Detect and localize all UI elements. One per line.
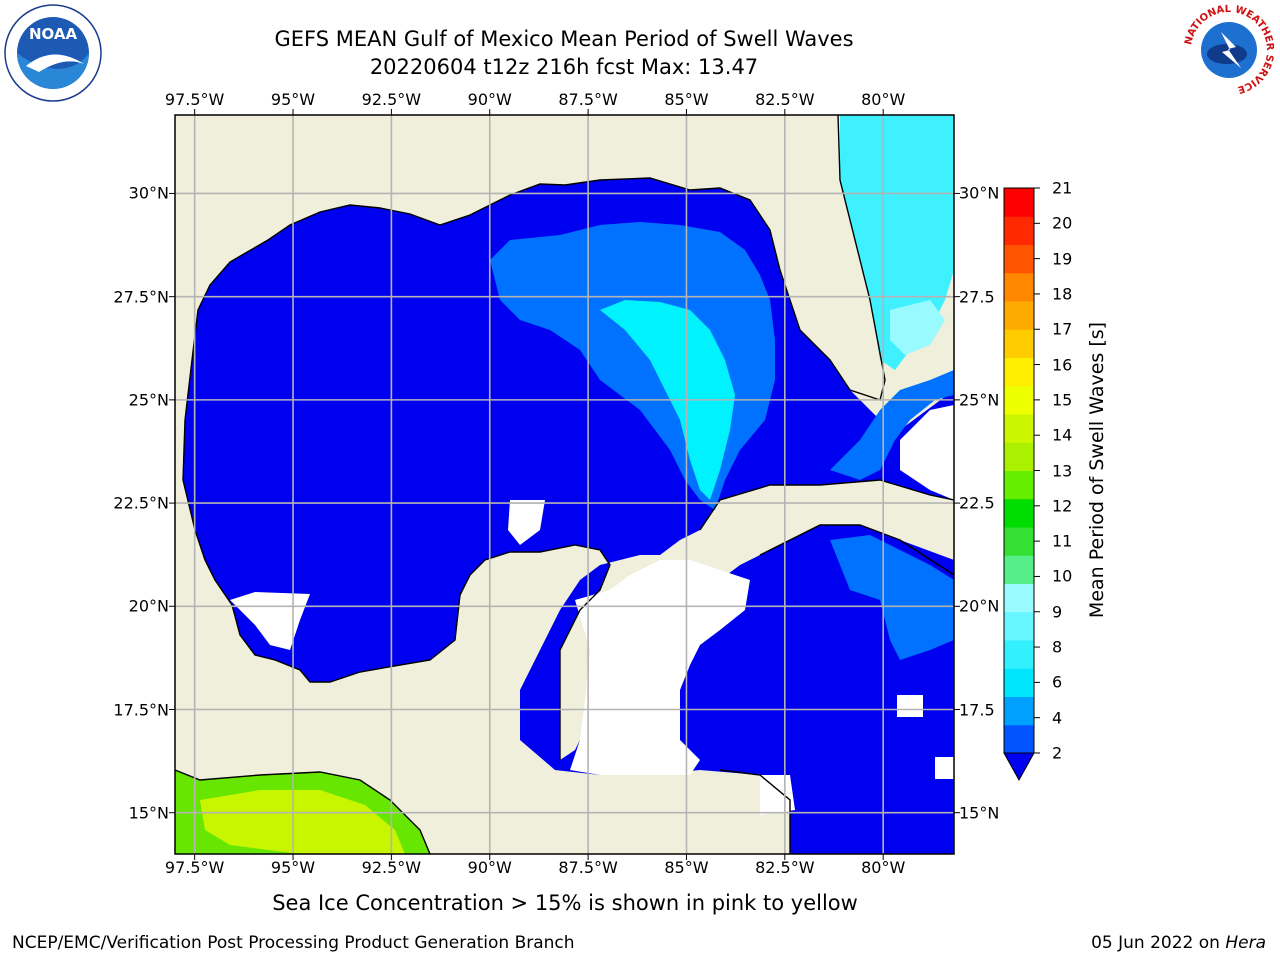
lat-tick-label-left: 17.5°N (113, 700, 169, 719)
colorbar-segment (1004, 498, 1034, 528)
lat-tick-label-right: 17.5 (959, 700, 995, 719)
lon-tick-label-bottom: 87.5°W (558, 858, 618, 877)
colorbar-segment (1004, 555, 1034, 584)
colorbar-tick-label: 18 (1052, 284, 1073, 304)
colorbar-tick-label: 20 (1052, 213, 1073, 233)
colorbar-segment (1004, 442, 1034, 471)
colorbar-tick-label: 10 (1052, 566, 1073, 586)
no-data-dot (897, 695, 923, 717)
lon-tick-label-top: 80°W (861, 90, 906, 109)
map-frame (174, 114, 955, 855)
no-data-dot (935, 757, 954, 779)
lat-tick-label-left: 22.5°N (113, 493, 169, 513)
colorbar-tick-label: 17 (1052, 319, 1073, 339)
footer-credit: NCEP/EMC/Verification Post Processing Pr… (12, 933, 575, 953)
colorbar-tick-label: 12 (1052, 496, 1073, 516)
lat-tick-label-left: 30°N (128, 183, 169, 203)
no-data-caribbean (760, 775, 795, 815)
lon-tick-label-top: 82.5°W (755, 90, 815, 109)
lon-tick-label-top: 90°W (467, 90, 512, 109)
coastline (175, 115, 954, 854)
lat-tick-label-right: 25°N (959, 390, 1000, 410)
nws-logo: NATIONAL WEATHER SERVICE (1181, 2, 1277, 98)
footer-date: 05 Jun 2022 on Hera (1091, 933, 1266, 953)
colorbar-tick-label: 6 (1052, 672, 1063, 692)
colorbar-tick-label: 15 (1052, 390, 1073, 410)
chart-title: GEFS MEAN Gulf of Mexico Mean Period of … (274, 27, 854, 51)
lat-tick-label-left: 27.5°N (113, 287, 169, 307)
colorbar-segment (1004, 724, 1034, 754)
chart-subtitle: 20220604 t12z 216h fcst Max: 13.47 (369, 55, 759, 79)
no-data-yucatan (570, 560, 750, 775)
lat-tick-label-right: 30°N (959, 183, 1000, 203)
cyan-tongue (600, 300, 735, 500)
lon-tick-label-top: 97.5°W (164, 90, 225, 109)
colorbar-segment (1004, 216, 1034, 245)
east-mid-blue (830, 370, 954, 480)
colorbar (1003, 187, 1040, 782)
colorbar-segment (1004, 611, 1034, 641)
colorbar-segment (1004, 329, 1034, 358)
lon-tick-label-bottom: 95°W (270, 858, 316, 877)
colorbar-segment (1004, 640, 1034, 669)
lon-tick-label-top: 95°W (270, 90, 316, 109)
lat-tick-label-right: 22.5 (959, 493, 995, 513)
no-data-gulf-south (508, 500, 545, 545)
colorbar-segment (1004, 272, 1034, 302)
graticule (175, 115, 954, 854)
noaa-logo-text: NOAA (29, 25, 78, 43)
lon-tick-label-top: 87.5°W (558, 90, 618, 109)
colorbar-segment (1004, 188, 1034, 217)
lon-tick-label-bottom: 97.5°W (164, 858, 225, 877)
colorbar-tick-label: 4 (1052, 708, 1063, 728)
lon-tick-label-bottom: 90°W (467, 858, 512, 877)
colorbar-segment (1004, 527, 1034, 556)
colorbar-label: Mean Period of Swell Waves [s] (1086, 321, 1108, 619)
lon-tick-label-bottom: 82.5°W (755, 858, 815, 877)
colorbar-segment (1004, 357, 1034, 387)
lat-tick-label-left: 20°N (128, 596, 169, 616)
lon-tick-label-top: 85°W (664, 90, 709, 109)
colorbar-tick-label: 8 (1052, 637, 1063, 657)
lon-tick-label-bottom: 80°W (861, 858, 906, 877)
colorbar-tick-label: 11 (1052, 531, 1073, 551)
lon-tick-label-bottom: 92.5°W (361, 858, 422, 877)
lat-tick-label-left: 25°N (128, 390, 169, 410)
colorbar-tick-label: 19 (1052, 249, 1073, 269)
colorbar-tick-label: 16 (1052, 355, 1073, 375)
colorbar-tick-label: 9 (1052, 602, 1063, 622)
colorbar-segment (1004, 696, 1034, 726)
sea-ice-note: Sea Ice Concentration > 15% is shown in … (272, 891, 858, 915)
footer-host: Hera (1225, 933, 1266, 953)
colorbar-segment (1004, 583, 1034, 613)
colorbar-tick-label: 13 (1052, 461, 1073, 480)
colorbar-segment (1004, 244, 1034, 274)
colorbar-segment (1004, 668, 1034, 697)
pacific-swell-lime (200, 790, 405, 854)
noaa-logo: NOAA (4, 4, 102, 102)
lat-tick-label-right: 20°N (959, 596, 1000, 616)
no-data-east (900, 405, 954, 500)
lon-tick-label-top: 92.5°W (361, 90, 422, 109)
lat-tick-label-right: 15°N (959, 803, 1000, 823)
colorbar-tick-label: 14 (1052, 425, 1073, 445)
lon-tick-label-bottom: 85°W (664, 858, 709, 877)
colorbar-segment (1004, 470, 1034, 500)
colorbar-segment (1004, 385, 1034, 415)
caribbean-mid-blue (830, 535, 954, 660)
lat-tick-label-right: 27.5 (959, 287, 995, 307)
colorbar-segment (1004, 301, 1034, 330)
colorbar-tick-label: 2 (1052, 743, 1063, 763)
colorbar-extend-arrow (1003, 752, 1035, 782)
colorbar-tick-label: 21 (1052, 178, 1073, 198)
lat-tick-label-left: 15°N (128, 803, 169, 823)
atlantic-pale (890, 300, 945, 355)
colorbar-segment (1004, 414, 1034, 443)
